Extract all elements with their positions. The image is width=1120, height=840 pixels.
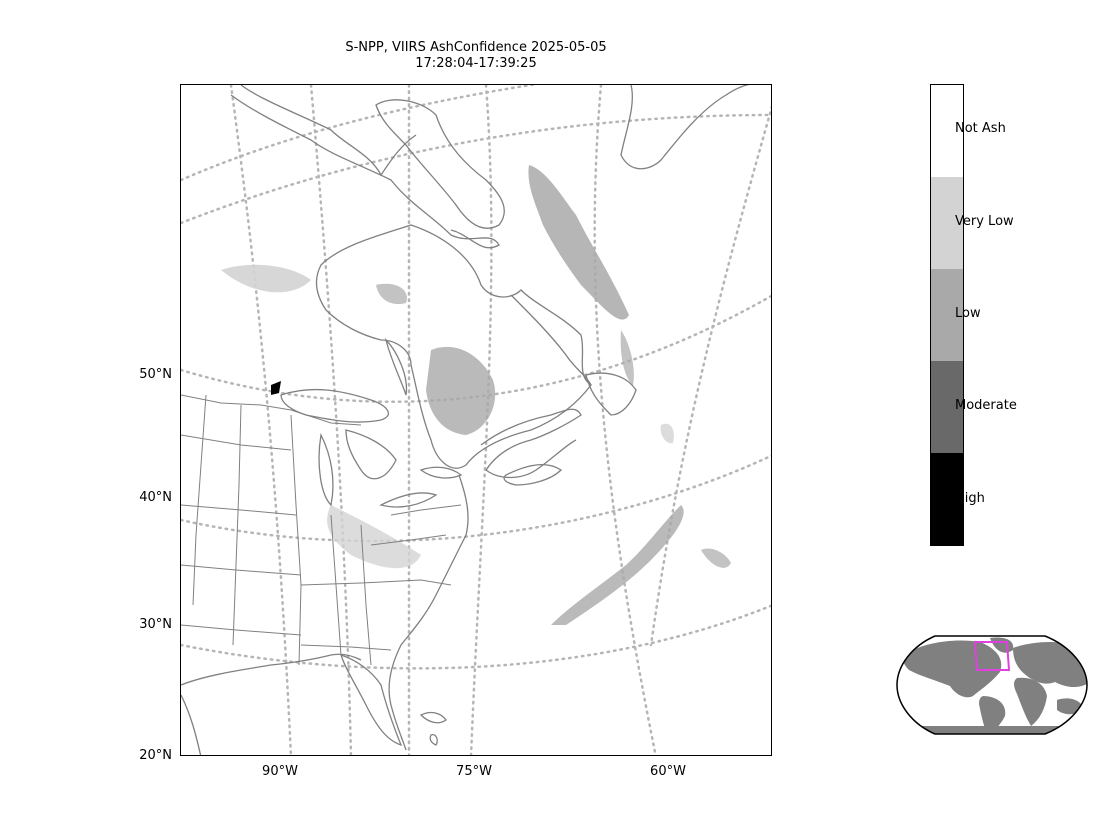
lat-label-20n: 20°N — [139, 748, 172, 763]
lon-label-90w: 90°W — [262, 764, 298, 779]
colorbar-label-low: Low — [955, 306, 981, 321]
graticule-lat-60n — [181, 85, 539, 182]
inset-south-america — [979, 696, 1006, 734]
inset-africa — [1014, 677, 1047, 726]
colorbar-label-moderate: Moderate — [955, 398, 1017, 413]
mexico-coast — [181, 694, 202, 755]
border-state-4 — [181, 504, 297, 516]
graticule-lat-50n — [181, 294, 771, 404]
map-canvas — [181, 85, 771, 755]
graticule-lat-55n — [181, 113, 771, 225]
great-lakes-ontario — [419, 466, 463, 479]
ash-high-lake-superior — [271, 381, 281, 395]
colorbar-segment-high — [931, 453, 963, 545]
ash-verylow-gulf — [660, 423, 674, 444]
graticule-lon-55w — [649, 105, 771, 647]
graticule-lat-40n — [181, 454, 771, 543]
border-state-7 — [290, 414, 302, 666]
border-state-11 — [300, 644, 392, 651]
border-state-12 — [370, 534, 447, 546]
baffin-island — [375, 99, 505, 229]
ash-low-quebec — [426, 346, 496, 435]
border-state-2 — [232, 404, 242, 646]
greenland-coast — [620, 85, 771, 170]
colorbar-label-high: High — [955, 491, 985, 506]
arctic-islands-2 — [240, 85, 417, 177]
colorbar-label-very-low: Very Low — [955, 214, 1014, 229]
graticule — [181, 85, 771, 755]
ash-low-labrador-coast — [620, 330, 634, 385]
lon-label-75w: 75°W — [456, 764, 492, 779]
graticule-lon-80w — [309, 85, 353, 755]
great-lakes-michigan — [318, 432, 334, 507]
bahamas — [429, 734, 438, 746]
graticule-lon-70w — [469, 85, 493, 755]
ash-verylow-us-east — [327, 505, 421, 569]
labrador-coast — [510, 294, 592, 386]
ash-low-atlantic-2 — [701, 548, 731, 568]
inset-region-box — [973, 641, 1011, 671]
border-state-8 — [330, 514, 342, 656]
arctic-islands-1 — [230, 94, 500, 249]
lat-label-30n: 30°N — [139, 617, 172, 632]
border-state-13 — [390, 504, 462, 516]
map-title: S-NPP, VIIRS AshConfidence 2025-05-05 17… — [180, 40, 772, 72]
ash-confidence-patches — [221, 165, 731, 625]
lon-label-60w: 60°W — [650, 764, 686, 779]
graticule-lon-60w — [593, 85, 657, 755]
graticule-lon-90w — [229, 85, 293, 755]
ash-low-atlantic-1 — [551, 505, 684, 625]
title-line-2: 17:28:04-17:39:25 — [415, 56, 537, 71]
florida-coast — [339, 653, 403, 747]
border-state-10 — [300, 579, 452, 586]
ash-verylow-ontario — [221, 264, 311, 293]
border-canada-us — [181, 394, 362, 426]
colorbar-segment-moderate — [931, 361, 963, 453]
inset-australia — [1057, 698, 1083, 715]
great-lakes-superior — [280, 388, 390, 423]
lat-label-40n: 40°N — [139, 490, 172, 505]
title-line-1: S-NPP, VIIRS AshConfidence 2025-05-05 — [345, 40, 607, 55]
hudson-bay-coast — [315, 224, 592, 469]
inset-globe-outline — [896, 635, 1088, 735]
map-panel[interactable] — [180, 84, 772, 756]
great-lakes-huron — [345, 429, 397, 480]
border-state-1 — [192, 394, 207, 606]
colorbar-segment-not-ash — [931, 85, 963, 177]
lat-label-50n: 50°N — [139, 367, 172, 382]
ash-low-hudson-east — [528, 165, 629, 320]
colorbar-segment-low — [931, 269, 963, 361]
us-east-coast — [388, 474, 469, 751]
colorbar-segment-very-low — [931, 177, 963, 269]
ash-low-labrador — [376, 283, 407, 305]
cuba — [419, 711, 447, 724]
nova-scotia-coast — [503, 463, 563, 486]
newfoundland-coast — [585, 372, 637, 416]
graticule-lat-30n — [181, 604, 771, 670]
border-state-6 — [181, 624, 302, 636]
colorbar-label-not-ash: Not Ash — [955, 121, 1006, 136]
border-state-9 — [360, 524, 372, 666]
coastlines — [181, 85, 771, 755]
great-lakes-erie — [379, 492, 438, 508]
inset-land — [897, 636, 1087, 734]
border-state-5 — [181, 564, 302, 576]
gulf-st-lawrence — [480, 408, 582, 479]
overview-inset-globe — [896, 635, 1088, 735]
gulf-coast — [181, 653, 362, 686]
us-state-borders — [181, 394, 462, 666]
inset-eurasia — [1013, 642, 1087, 688]
border-state-3 — [181, 434, 292, 451]
james-bay-coast — [384, 337, 408, 396]
colorbar — [930, 84, 964, 546]
